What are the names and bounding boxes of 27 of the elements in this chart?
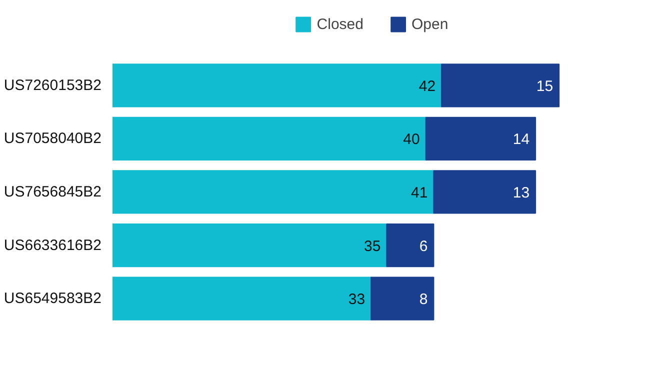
data-label: 41 (411, 184, 428, 202)
y-tick-label: US7058040B2 (4, 130, 102, 148)
bar (370, 276, 434, 320)
bar (433, 170, 536, 214)
y-tick-label: US6549583B2 (4, 290, 102, 308)
data-label: 14 (512, 131, 530, 148)
bar (112, 116, 426, 161)
y-tick-label: US7260153B2 (4, 76, 102, 94)
legend-label: Open (412, 16, 448, 32)
bar (112, 64, 442, 108)
y-tick-label: US7656845B2 (4, 183, 102, 200)
data-label: 13 (512, 184, 530, 202)
data-label: 15 (536, 78, 554, 95)
bar (112, 170, 434, 214)
data-label: 42 (418, 78, 436, 95)
data-label: 8 (419, 291, 428, 308)
data-label: 6 (419, 238, 428, 255)
bar (425, 116, 536, 161)
data-label: 33 (348, 291, 366, 308)
data-label: 35 (364, 238, 381, 255)
bar (386, 223, 434, 268)
bar (112, 223, 388, 268)
bar (441, 64, 560, 108)
y-tick-label: US6633616B2 (4, 236, 102, 254)
bar (112, 276, 372, 320)
legend-label: Closed (316, 16, 364, 32)
data-label: 40 (403, 131, 420, 148)
